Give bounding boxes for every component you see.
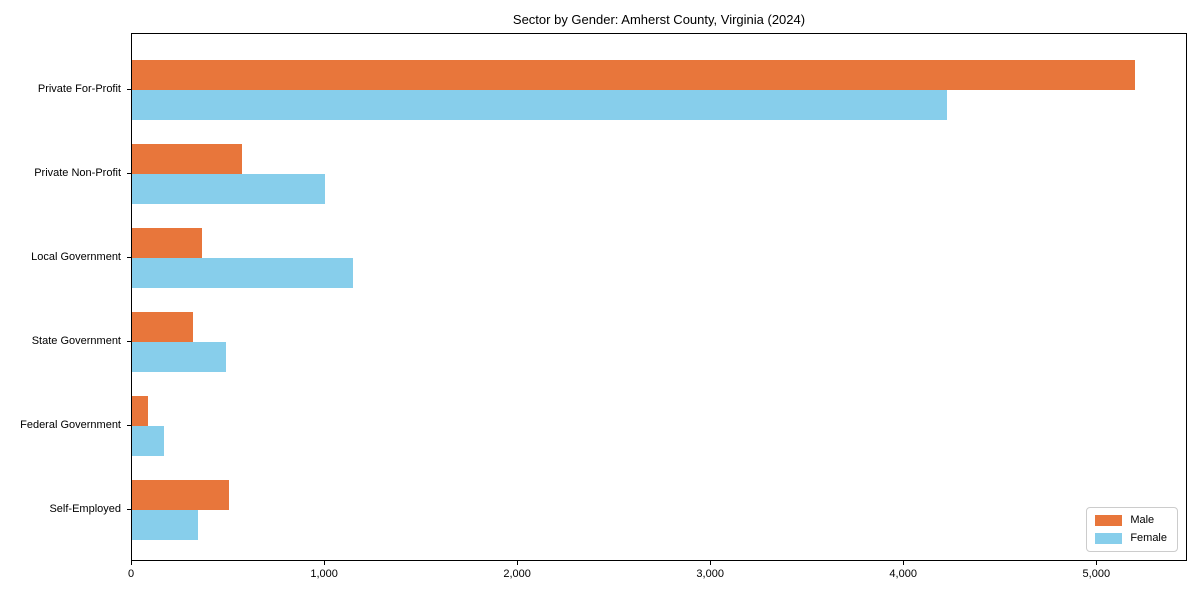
x-tick-mark [517,561,519,565]
x-tick-label: 5,000 [1082,568,1111,580]
x-tick-mark [324,561,326,565]
y-tick-label: Private For-Profit [37,83,121,95]
bar-male-self-employed [132,480,230,510]
x-tick-label: 1,000 [310,568,338,580]
y-tick-label: Federal Government [20,419,121,431]
legend-swatch-male [1095,515,1123,526]
x-tick-mark [131,561,132,565]
bar-female-local-government [132,258,353,288]
y-tick-label: State Government [31,335,121,347]
x-tick-label: 2,000 [503,568,531,580]
bar-male-state-government [132,312,193,342]
bar-male-private-non-profit [132,144,242,174]
y-tick-label: Self-Employed [49,503,121,515]
x-tick-label: 3,000 [696,568,724,580]
legend-entry-female: Female [1095,532,1167,545]
y-tick-label: Local Government [31,251,121,263]
y-tick-mark [127,509,131,510]
y-tick-label: Private Non-Profit [34,167,121,179]
bar-female-private-for-profit [132,90,948,120]
x-tick-mark [1096,561,1098,565]
x-tick-mark [903,561,905,565]
x-tick-mark [710,561,712,565]
y-tick-mark [127,173,131,174]
legend-entry-male: Male [1095,514,1167,527]
bar-male-local-government [132,228,203,258]
x-tick-label: 4,000 [889,568,917,580]
legend: Male Female [1086,507,1178,552]
bar-female-federal-government [132,426,164,456]
legend-label: Female [1130,532,1167,544]
y-tick-mark [127,257,131,258]
y-tick-mark [127,89,131,90]
bar-female-private-non-profit [132,174,325,204]
x-tick-label: 0 [127,568,135,580]
plot-area: Male Female [131,33,1187,561]
bar-female-self-employed [132,510,198,540]
chart-title: Sector by Gender: Amherst County, Virgin… [512,12,806,27]
y-tick-mark [127,341,131,342]
legend-swatch-female [1095,533,1123,544]
bar-female-state-government [132,342,227,372]
legend-label: Male [1130,514,1155,526]
bar-male-federal-government [132,396,149,426]
y-tick-mark [127,425,131,426]
bar-male-private-for-profit [132,60,1135,90]
